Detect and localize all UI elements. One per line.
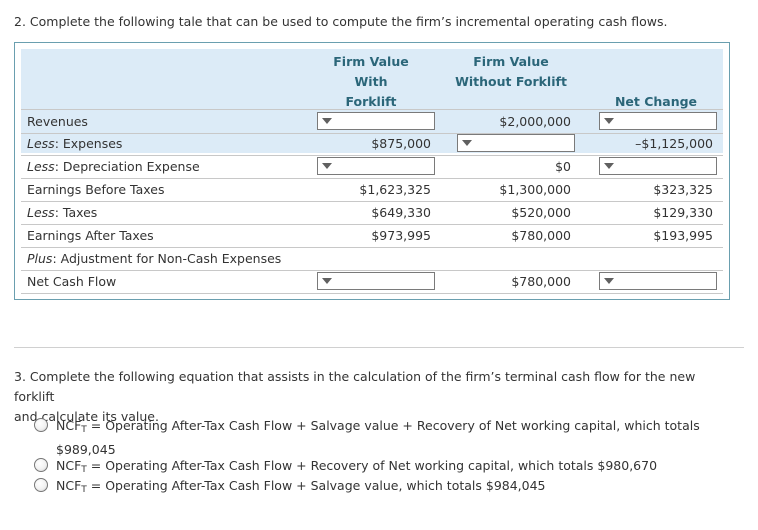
header-without-line1: Firm Value [473, 54, 549, 69]
radio-button[interactable] [34, 458, 48, 472]
chevron-down-icon [322, 118, 332, 124]
table-row-taxes: Less: Taxes $649,330 $520,000 $129,330 [21, 201, 723, 225]
eat-net-value: $193,995 [653, 228, 713, 243]
chevron-down-icon [604, 163, 614, 169]
revenues-with-dropdown[interactable] [317, 112, 435, 130]
depreciation-with-dropdown[interactable] [317, 157, 435, 175]
ebt-net-value: $323,325 [653, 182, 713, 197]
expenses-without-dropdown[interactable] [457, 134, 575, 152]
option-1-text: NCFT = Operating After-Tax Cash Flow + S… [56, 418, 700, 457]
chevron-down-icon [462, 140, 472, 146]
radio-button[interactable] [34, 478, 48, 492]
ncf-net-dropdown[interactable] [599, 272, 717, 290]
eat-with-value: $973,995 [371, 228, 431, 243]
header-with-line1: Firm Value [333, 54, 409, 69]
question-3-line1: 3. Complete the following equation that … [14, 369, 696, 404]
option-3-text: NCFT = Operating After-Tax Cash Flow + S… [56, 478, 546, 495]
table-row-eat: Earnings After Taxes $973,995 $780,000 $… [21, 224, 723, 248]
question-2-text: 2. Complete the following tale that can … [14, 14, 668, 29]
eat-without-value: $780,000 [511, 228, 571, 243]
table-row-net-cash-flow: Net Cash Flow $780,000 [21, 270, 723, 294]
row-label: Less: Taxes [27, 205, 98, 220]
depreciation-without-value: $0 [555, 159, 571, 174]
chevron-down-icon [604, 278, 614, 284]
header-net-change: Net Change [614, 94, 698, 109]
chevron-down-icon [322, 163, 332, 169]
row-label: Revenues [27, 114, 88, 129]
row-label: Less: Expenses [27, 136, 123, 151]
row-label: Less: Depreciation Expense [27, 159, 200, 174]
row-label: Net Cash Flow [27, 274, 117, 289]
table-row-revenues: Revenues $2,000,000 [21, 109, 723, 134]
table-row-adjustment: Plus: Adjustment for Non-Cash Expenses [21, 247, 723, 271]
row-label: Earnings Before Taxes [27, 182, 165, 197]
revenues-without-value: $2,000,000 [499, 114, 571, 129]
row-label: Earnings After Taxes [27, 228, 154, 243]
revenues-net-dropdown[interactable] [599, 112, 717, 130]
expenses-with-value: $875,000 [371, 136, 431, 151]
question-3-text: 3. Complete the following equation that … [14, 367, 734, 427]
table-row-depreciation: Less: Depreciation Expense $0 [21, 155, 723, 179]
table-header: Firm Value With Forklift Firm Value With… [21, 49, 723, 153]
taxes-with-value: $649,330 [371, 205, 431, 220]
table-row-ebt: Earnings Before Taxes $1,623,325 $1,300,… [21, 178, 723, 202]
taxes-without-value: $520,000 [511, 205, 571, 220]
chevron-down-icon [604, 118, 614, 124]
header-without-line2: Without Forklift [455, 74, 567, 89]
ncf-without-value: $780,000 [511, 274, 571, 289]
cash-flow-table: Firm Value With Forklift Firm Value With… [14, 42, 730, 300]
taxes-net-value: $129,330 [653, 205, 713, 220]
ebt-with-value: $1,623,325 [359, 182, 431, 197]
ebt-without-value: $1,300,000 [499, 182, 571, 197]
ncf-with-dropdown[interactable] [317, 272, 435, 290]
question-3-line2: and calculate its value. [14, 409, 159, 424]
header-with-line3: Forklift [345, 94, 397, 109]
option-2-text: NCFT = Operating After-Tax Cash Flow + R… [56, 458, 658, 475]
radio-button[interactable] [34, 418, 48, 432]
header-with-line2: With [354, 74, 388, 89]
depreciation-net-dropdown[interactable] [599, 157, 717, 175]
table-row-expenses: Less: Expenses $875,000 –$1,125,000 [21, 132, 723, 156]
row-label: Plus: Adjustment for Non-Cash Expenses [27, 251, 282, 266]
expenses-net-value: –$1,125,000 [635, 136, 713, 151]
section-divider [14, 347, 744, 348]
chevron-down-icon [322, 278, 332, 284]
